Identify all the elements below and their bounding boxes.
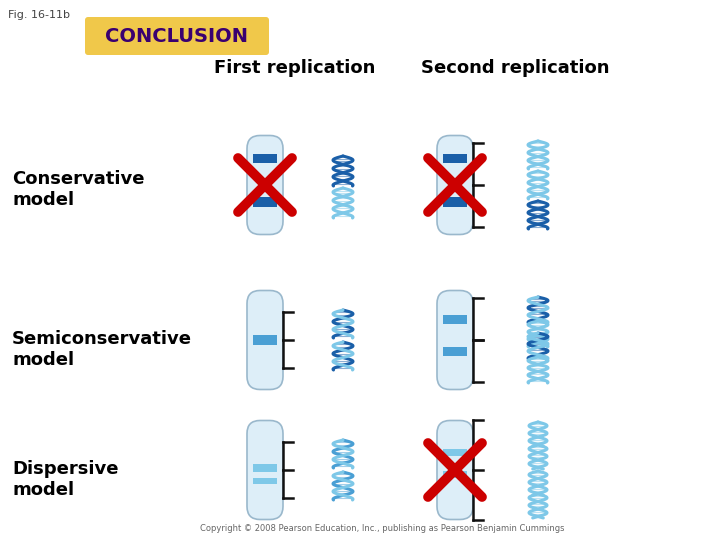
FancyBboxPatch shape bbox=[443, 347, 467, 356]
FancyBboxPatch shape bbox=[443, 449, 467, 456]
Text: Copyright © 2008 Pearson Education, Inc., publishing as Pearson Benjamin Cumming: Copyright © 2008 Pearson Education, Inc.… bbox=[200, 524, 564, 533]
FancyBboxPatch shape bbox=[437, 291, 473, 389]
FancyBboxPatch shape bbox=[437, 136, 473, 234]
FancyBboxPatch shape bbox=[443, 315, 467, 323]
FancyBboxPatch shape bbox=[247, 291, 283, 389]
FancyBboxPatch shape bbox=[253, 154, 277, 163]
FancyBboxPatch shape bbox=[247, 136, 283, 234]
Text: Conservative
model: Conservative model bbox=[12, 170, 145, 209]
Text: Semiconservative
model: Semiconservative model bbox=[12, 330, 192, 369]
Text: CONCLUSION: CONCLUSION bbox=[106, 26, 248, 45]
Text: Dispersive
model: Dispersive model bbox=[12, 460, 119, 499]
FancyBboxPatch shape bbox=[443, 154, 467, 163]
FancyBboxPatch shape bbox=[253, 335, 277, 345]
FancyBboxPatch shape bbox=[443, 471, 467, 478]
FancyBboxPatch shape bbox=[253, 464, 277, 472]
FancyBboxPatch shape bbox=[253, 478, 277, 484]
FancyBboxPatch shape bbox=[443, 197, 467, 207]
Text: Second replication: Second replication bbox=[420, 59, 609, 77]
Text: First replication: First replication bbox=[215, 59, 376, 77]
FancyBboxPatch shape bbox=[253, 197, 277, 207]
FancyBboxPatch shape bbox=[437, 421, 473, 519]
FancyBboxPatch shape bbox=[85, 17, 269, 55]
Text: Fig. 16-11b: Fig. 16-11b bbox=[8, 10, 70, 20]
FancyBboxPatch shape bbox=[247, 421, 283, 519]
